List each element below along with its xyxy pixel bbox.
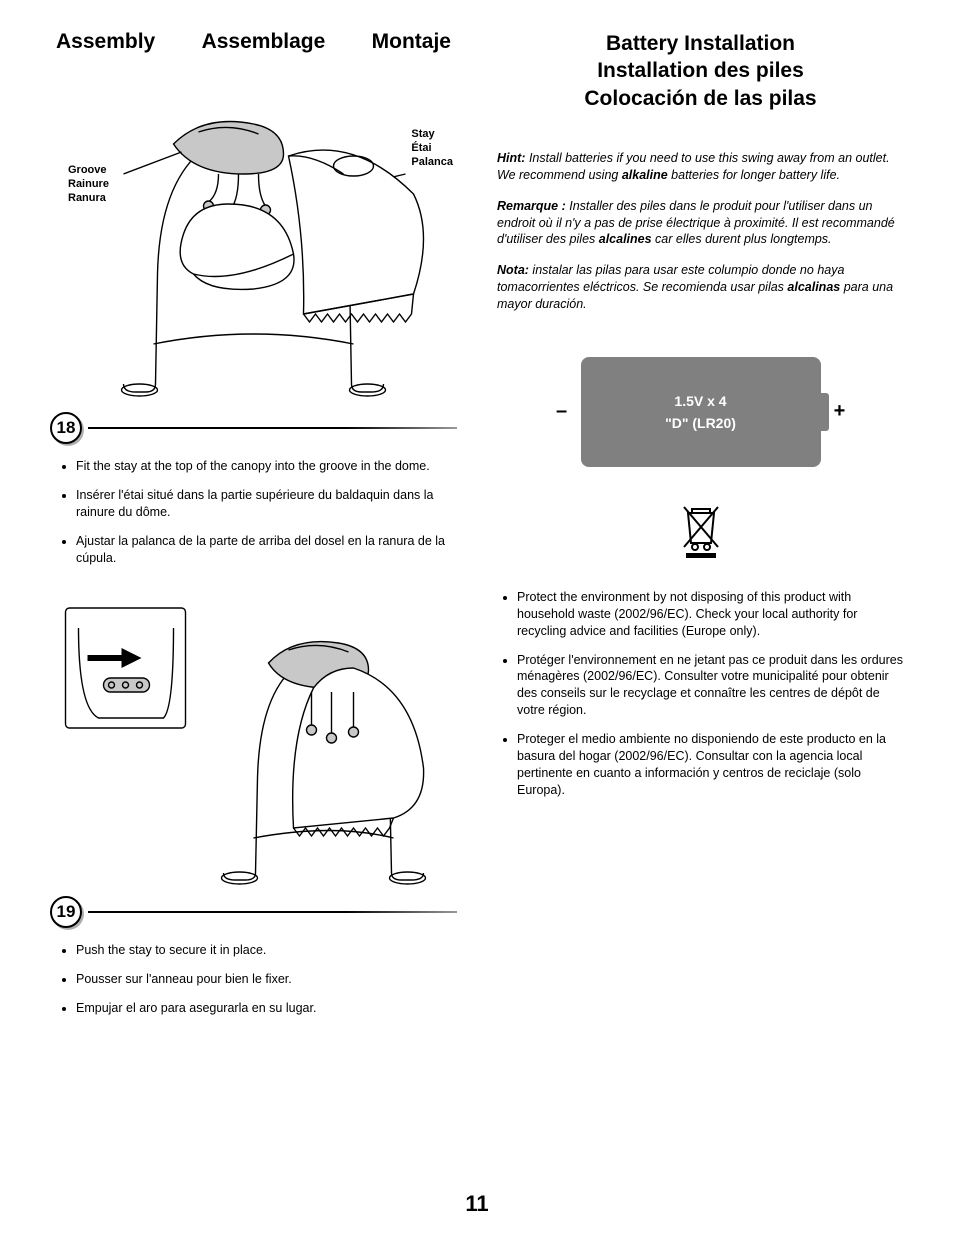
label-text: Palanca [411, 156, 453, 170]
figure-19 [50, 588, 457, 888]
battery-title: Battery Installation Installation des pi… [497, 30, 904, 112]
bullet-item: Insérer l'étai situé dans la partie supé… [76, 487, 457, 521]
step-divider-19: 19 [50, 896, 457, 928]
hint-lead: Nota: [497, 263, 529, 277]
label-text: Étai [411, 142, 453, 156]
hint-lead: Remarque : [497, 199, 566, 213]
step-divider-18: 18 [50, 412, 457, 444]
hint-bold: alkaline [622, 168, 668, 182]
hint-lead: Hint: [497, 151, 525, 165]
step-rule [88, 911, 457, 913]
title-line: Installation des piles [497, 57, 904, 84]
bullet-item: Ajustar la palanca de la parte de arriba… [76, 533, 457, 567]
hint-es: Nota: instalar las pilas para usar este … [497, 262, 904, 313]
bullet-item: Empujar el aro para asegurarla en su lug… [76, 1000, 457, 1017]
assembly-title: Assembly Assemblage Montaje [50, 30, 457, 54]
environment-bullets: Protect the environment by not disposing… [517, 589, 904, 811]
title-line: Colocación de las pilas [497, 85, 904, 112]
callout-stay: Stay Étai Palanca [411, 128, 453, 169]
bullet-item: Protect the environment by not disposing… [517, 589, 904, 640]
bullet-item: Pousser sur l'anneau pour bien le fixer. [76, 971, 457, 988]
swing-illustration-18 [50, 74, 457, 404]
figure-18: Groove Rainure Ranura Stay Étai Palanca [50, 74, 457, 404]
step-number-badge: 18 [50, 412, 82, 444]
bullet-item: Protéger l'environnement en ne jetant pa… [517, 652, 904, 720]
swing-illustration-19 [50, 588, 457, 888]
step-rule [88, 427, 457, 429]
crossed-bin-icon [678, 503, 724, 559]
battery-box: 1.5V x 4 "D" (LR20) [581, 357, 821, 467]
bullet-item: Push the stay to secure it in place. [76, 942, 457, 959]
callout-groove: Groove Rainure Ranura [68, 164, 109, 205]
label-text: Rainure [68, 178, 109, 192]
plus-sign: + [831, 400, 849, 423]
hint-fr: Remarque : Installer des piles dans le p… [497, 198, 904, 249]
battery-spec-line: "D" (LR20) [665, 412, 736, 434]
bullet-item: Proteger el medio ambiente no disponiend… [517, 731, 904, 799]
hint-bold: alcalines [599, 232, 652, 246]
left-column: Assembly Assemblage Montaje Groove Rainu… [50, 30, 457, 1170]
title-word: Assemblage [202, 30, 326, 54]
bullet-item: Fit the stay at the top of the canopy in… [76, 458, 457, 475]
title-word: Assembly [56, 30, 155, 54]
battery-diagram: – 1.5V x 4 "D" (LR20) + [497, 357, 904, 467]
page-number: 11 [0, 1191, 954, 1217]
battery-spec-line: 1.5V x 4 [674, 390, 726, 412]
hint-bold: alcalinas [787, 280, 840, 294]
hint-en: Hint: Install batteries if you need to u… [497, 150, 904, 184]
title-word: Montaje [372, 30, 451, 54]
step-18-bullets: Fit the stay at the top of the canopy in… [76, 458, 457, 578]
title-line: Battery Installation [497, 30, 904, 57]
hint-body: batteries for longer battery life. [668, 168, 840, 182]
step-19-bullets: Push the stay to secure it in place. Pou… [76, 942, 457, 1029]
label-text: Groove [68, 164, 109, 178]
label-text: Stay [411, 128, 453, 142]
weee-symbol [497, 503, 904, 559]
minus-sign: – [553, 400, 571, 423]
step-number-badge: 19 [50, 896, 82, 928]
right-column: Battery Installation Installation des pi… [497, 30, 904, 1170]
hint-body: car elles durent plus longtemps. [652, 232, 832, 246]
label-text: Ranura [68, 192, 109, 206]
